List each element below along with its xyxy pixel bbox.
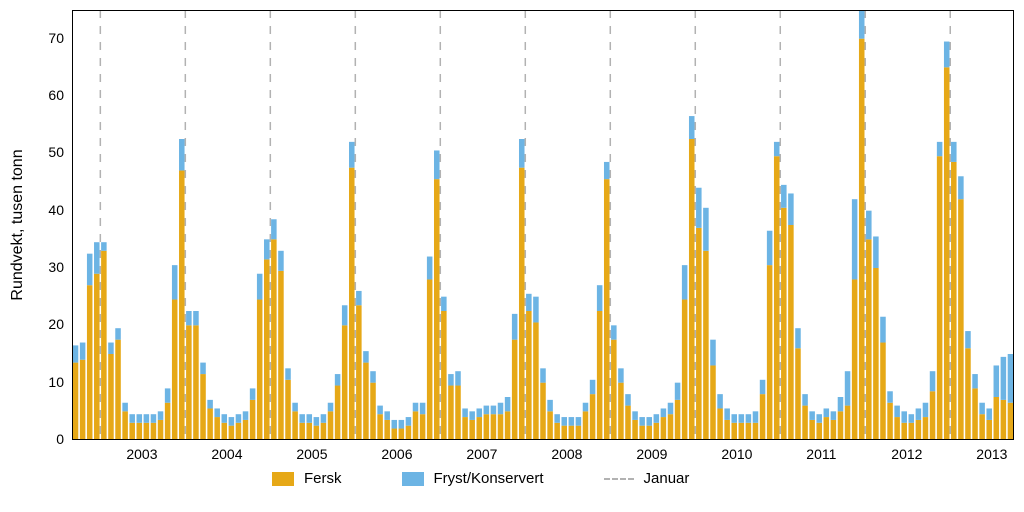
x-tick-year: 2003 bbox=[126, 446, 157, 462]
x-tick-year: 2011 bbox=[806, 446, 836, 462]
x-tick-year: 2009 bbox=[636, 446, 667, 462]
y-tick: 30 bbox=[48, 259, 64, 275]
y-tick: 10 bbox=[48, 374, 64, 390]
y-axis-label: Rundvekt, tusen tonn bbox=[9, 149, 27, 300]
y-tick: 60 bbox=[48, 87, 64, 103]
plot-area bbox=[72, 10, 1014, 440]
legend-item-fersk: Fersk bbox=[272, 470, 342, 487]
x-tick-year: 2012 bbox=[891, 446, 922, 462]
legend-label-januar: Januar bbox=[644, 470, 690, 487]
x-tick-year: 2005 bbox=[296, 446, 327, 462]
chart-container: Rundvekt, tusen tonn 0 10 20 30 40 50 60 70 200… bbox=[0, 0, 1024, 512]
legend-swatch-fersk bbox=[272, 472, 294, 486]
x-tick-year: 2010 bbox=[721, 446, 752, 462]
y-tick: 40 bbox=[48, 202, 64, 218]
x-tick-year: 2004 bbox=[211, 446, 242, 462]
legend-label-fryst: Fryst/Konservert bbox=[434, 470, 544, 487]
y-tick: 20 bbox=[48, 316, 64, 332]
legend-swatch-fryst bbox=[402, 472, 424, 486]
legend-item-fryst: Fryst/Konservert bbox=[402, 470, 544, 487]
x-tick-year: 2006 bbox=[381, 446, 412, 462]
y-tick: 0 bbox=[56, 431, 64, 447]
x-tick-year: 2007 bbox=[466, 446, 497, 462]
legend: Fersk Fryst/Konservert Januar bbox=[272, 470, 689, 487]
legend-item-januar: Januar bbox=[604, 470, 690, 487]
y-tick: 70 bbox=[48, 30, 64, 46]
legend-swatch-januar bbox=[604, 478, 634, 480]
legend-label-fersk: Fersk bbox=[304, 470, 342, 487]
y-tick: 50 bbox=[48, 144, 64, 160]
x-tick-year: 2008 bbox=[551, 446, 582, 462]
x-tick-year: 2013 bbox=[976, 446, 1007, 462]
